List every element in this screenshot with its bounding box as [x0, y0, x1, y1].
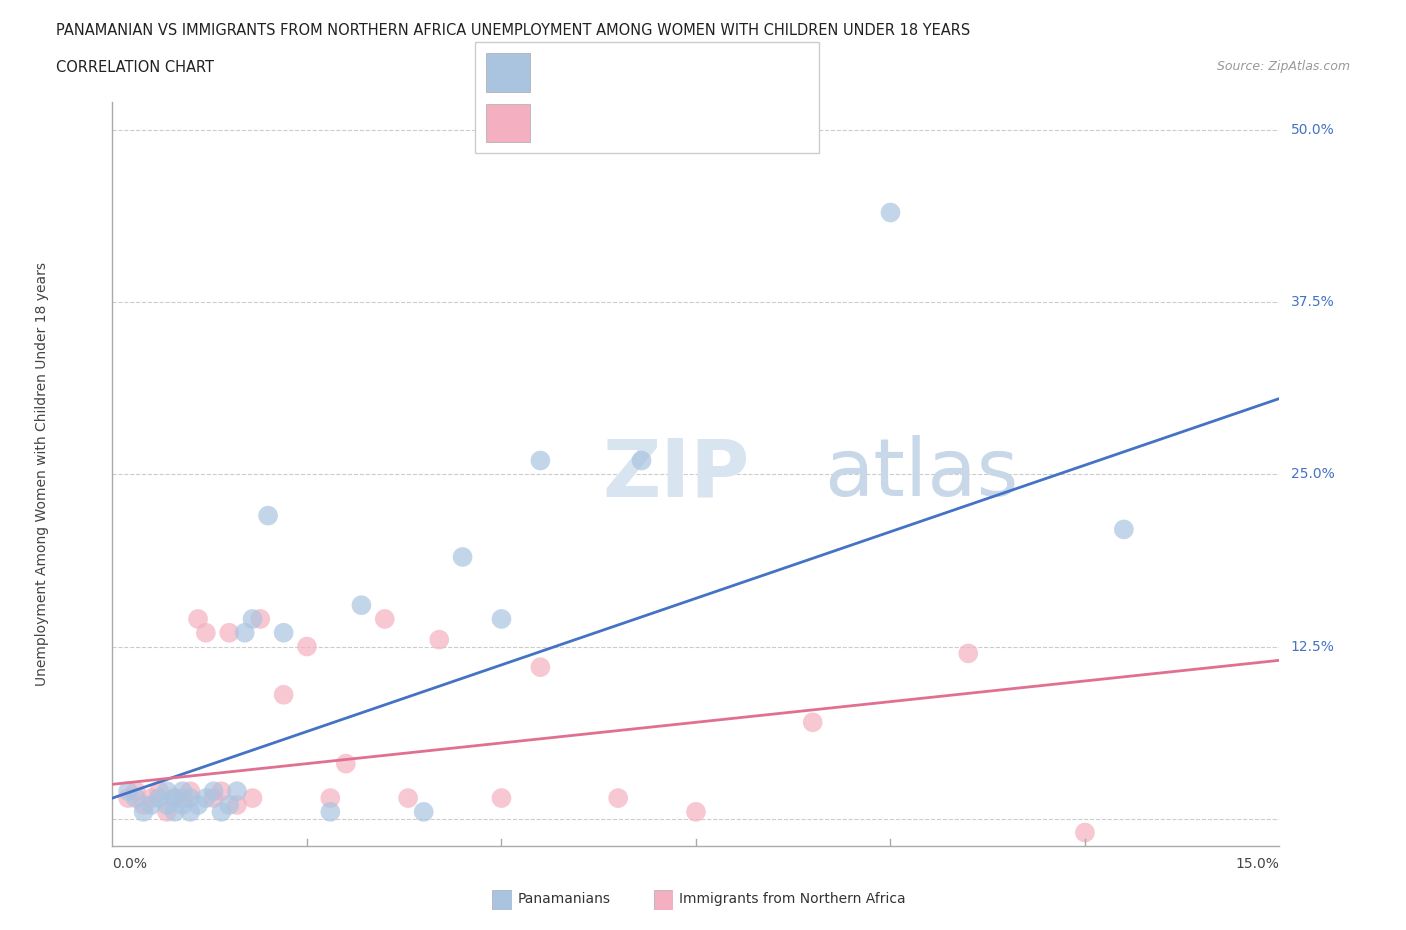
Point [273, 625, 295, 640]
Point [187, 612, 209, 627]
Point [879, 206, 901, 220]
Text: Panamanians: Panamanians [517, 892, 610, 907]
Point [187, 798, 209, 813]
Text: PANAMANIAN VS IMMIGRANTS FROM NORTHERN AFRICA UNEMPLOYMENT AMONG WOMEN WITH CHIL: PANAMANIAN VS IMMIGRANTS FROM NORTHERN A… [56, 23, 970, 38]
Point [125, 790, 148, 805]
Point [529, 453, 551, 468]
Point [412, 804, 434, 819]
Point [156, 798, 179, 813]
Point [132, 804, 155, 819]
Point [148, 790, 170, 805]
Point [117, 790, 139, 805]
Point [163, 790, 186, 805]
Bar [486, 53, 530, 92]
Point [451, 550, 474, 565]
Point [218, 625, 240, 640]
Point [273, 687, 295, 702]
Point [242, 790, 264, 805]
Text: N = 32: N = 32 [702, 63, 759, 81]
Point [179, 804, 201, 819]
FancyBboxPatch shape [475, 42, 818, 153]
Text: 15.0%: 15.0% [1236, 857, 1279, 871]
Point [226, 784, 249, 799]
Point [156, 784, 179, 799]
Point [156, 804, 179, 819]
Text: R = 0.629: R = 0.629 [544, 63, 627, 81]
Point [202, 784, 225, 799]
Point [607, 790, 630, 805]
Point [163, 804, 186, 819]
Point [335, 756, 357, 771]
Text: ZIP: ZIP [603, 435, 749, 513]
Point [179, 790, 201, 805]
Point [125, 784, 148, 799]
Text: Unemployment Among Women with Children Under 18 years: Unemployment Among Women with Children U… [35, 262, 49, 686]
Text: 25.0%: 25.0% [1291, 467, 1334, 482]
Point [141, 798, 163, 813]
Point [179, 784, 201, 799]
Point [319, 804, 342, 819]
Point [172, 790, 194, 805]
Point [630, 453, 652, 468]
Point [257, 508, 280, 523]
Point [172, 798, 194, 813]
Point [132, 798, 155, 813]
Text: Immigrants from Northern Africa: Immigrants from Northern Africa [679, 892, 905, 907]
Point [295, 639, 318, 654]
Point [957, 646, 980, 661]
Point [529, 659, 551, 674]
Text: atlas: atlas [824, 435, 1019, 513]
Text: N = 31: N = 31 [702, 114, 759, 132]
Point [148, 784, 170, 799]
Text: 12.5%: 12.5% [1291, 640, 1334, 654]
Point [1112, 522, 1135, 537]
Point [226, 798, 249, 813]
Text: 37.5%: 37.5% [1291, 295, 1334, 309]
Point [427, 632, 450, 647]
Point [685, 804, 707, 819]
Point [233, 625, 256, 640]
Point [194, 790, 217, 805]
Point [319, 790, 342, 805]
Point [141, 790, 163, 805]
Text: R = 0.278: R = 0.278 [544, 114, 627, 132]
Point [396, 790, 419, 805]
Point [491, 790, 513, 805]
Point [209, 784, 232, 799]
Point [1074, 825, 1097, 840]
Point [117, 784, 139, 799]
Point [172, 784, 194, 799]
Point [194, 625, 217, 640]
Point [491, 612, 513, 627]
Point [209, 804, 232, 819]
Text: CORRELATION CHART: CORRELATION CHART [56, 60, 214, 75]
Point [218, 798, 240, 813]
Point [242, 612, 264, 627]
Text: Source: ZipAtlas.com: Source: ZipAtlas.com [1216, 60, 1350, 73]
Text: 50.0%: 50.0% [1291, 123, 1334, 137]
Point [374, 612, 396, 627]
Point [801, 715, 824, 730]
Bar [486, 104, 530, 142]
Point [350, 598, 373, 613]
Point [163, 790, 186, 805]
Point [202, 790, 225, 805]
Point [249, 612, 271, 627]
Text: 0.0%: 0.0% [112, 857, 148, 871]
